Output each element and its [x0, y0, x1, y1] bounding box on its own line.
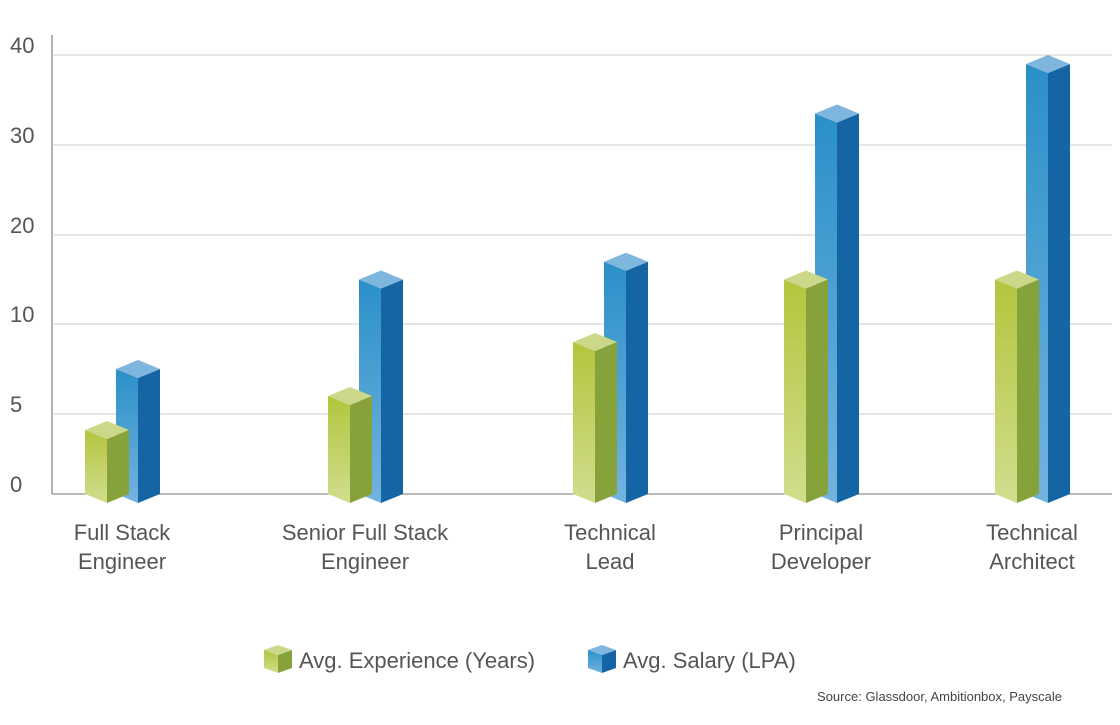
bar-experience-top	[995, 270, 1039, 289]
bar-experience-front	[784, 279, 806, 503]
bar-experience-top	[573, 333, 617, 351]
y-tick-label: 30	[10, 123, 34, 148]
bar-experience-top	[784, 270, 828, 289]
legend-swatch	[264, 650, 278, 673]
bar-salary-top	[815, 104, 859, 123]
y-tick-label: 0	[10, 472, 22, 497]
bar-experience-side	[350, 396, 372, 503]
bar-salary-side	[381, 279, 403, 503]
bar-experience-front	[328, 396, 350, 503]
legend-swatch-side	[278, 650, 292, 673]
x-tick-label: Architect	[989, 549, 1075, 574]
bar-experience	[328, 387, 372, 503]
legend-swatch	[588, 650, 602, 673]
bar-experience	[573, 333, 617, 503]
legend-label: Avg. Experience (Years)	[299, 648, 535, 673]
bar-experience	[85, 421, 129, 503]
y-tick-label: 40	[10, 33, 34, 58]
bar-salary-top	[116, 360, 160, 378]
x-tick-label: Principal	[779, 520, 863, 545]
legend-swatch-top	[588, 645, 616, 655]
bar-salary-side	[837, 113, 859, 503]
bar-experience-top	[328, 387, 372, 405]
source-note: Source: Glassdoor, Ambitionbox, Payscale	[817, 689, 1062, 704]
x-tick-label: Lead	[586, 549, 635, 574]
bar-salary-side	[1048, 64, 1070, 503]
bar-experience-top	[85, 421, 129, 439]
bar-salary-side	[626, 261, 648, 503]
x-tick-label: Engineer	[78, 549, 166, 574]
x-tick-label: Technical	[986, 520, 1078, 545]
bar-experience-side	[595, 342, 617, 503]
bar-salary-top	[359, 270, 403, 289]
legend-swatch-side	[602, 650, 616, 673]
x-tick-label: Engineer	[321, 549, 409, 574]
x-tick-label: Senior Full Stack	[282, 520, 449, 545]
legend-swatch-top	[264, 645, 292, 655]
bar-salary-top	[1026, 55, 1070, 73]
bar-experience	[784, 270, 828, 503]
bar-experience	[995, 270, 1039, 503]
bar-experience-side	[1017, 279, 1039, 503]
bar-salary-side	[138, 369, 160, 503]
bar-experience-side	[107, 430, 129, 503]
y-tick-label: 10	[10, 302, 34, 327]
bar-experience-front	[85, 430, 107, 503]
bar-experience-front	[573, 342, 595, 503]
bar-experience-front	[995, 279, 1017, 503]
y-tick-label: 20	[10, 213, 34, 238]
bar-experience-side	[806, 279, 828, 503]
legend-label: Avg. Salary (LPA)	[623, 648, 796, 673]
x-tick-label: Developer	[771, 549, 871, 574]
x-tick-label: Technical	[564, 520, 656, 545]
bar-salary-top	[604, 252, 648, 271]
x-tick-label: Full Stack	[74, 520, 172, 545]
y-tick-label: 5	[10, 392, 22, 417]
